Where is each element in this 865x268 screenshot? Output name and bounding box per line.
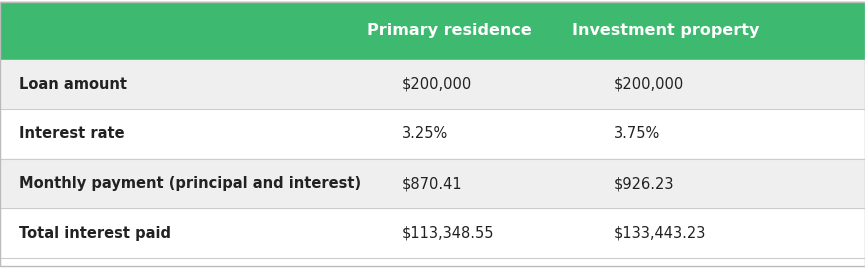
Text: $926.23: $926.23 <box>614 176 675 191</box>
Text: Loan amount: Loan amount <box>19 77 127 92</box>
Text: $133,443.23: $133,443.23 <box>614 226 707 241</box>
Bar <box>0 109 865 159</box>
Bar <box>0 258 865 266</box>
Text: Total interest paid: Total interest paid <box>19 226 171 241</box>
Bar <box>0 159 865 209</box>
Text: $200,000: $200,000 <box>402 77 472 92</box>
Bar <box>0 59 865 109</box>
Text: 3.75%: 3.75% <box>614 126 660 142</box>
Text: Primary residence: Primary residence <box>368 23 532 38</box>
Bar <box>0 209 865 258</box>
Bar <box>0 2 865 60</box>
Text: Monthly payment (principal and interest): Monthly payment (principal and interest) <box>19 176 362 191</box>
Text: $200,000: $200,000 <box>614 77 684 92</box>
Text: $870.41: $870.41 <box>402 176 463 191</box>
Text: Investment property: Investment property <box>573 23 759 38</box>
Text: $113,348.55: $113,348.55 <box>402 226 495 241</box>
Text: Interest rate: Interest rate <box>19 126 125 142</box>
Text: 3.25%: 3.25% <box>402 126 448 142</box>
